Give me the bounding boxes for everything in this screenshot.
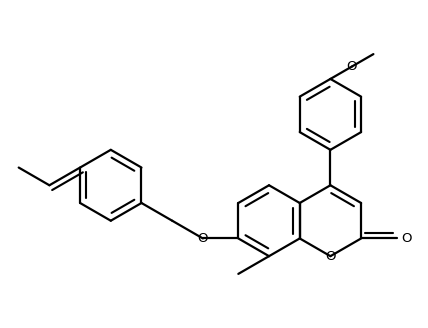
Text: O: O (325, 250, 336, 263)
Text: O: O (198, 232, 208, 245)
Text: O: O (401, 232, 412, 245)
Text: O: O (347, 60, 357, 73)
